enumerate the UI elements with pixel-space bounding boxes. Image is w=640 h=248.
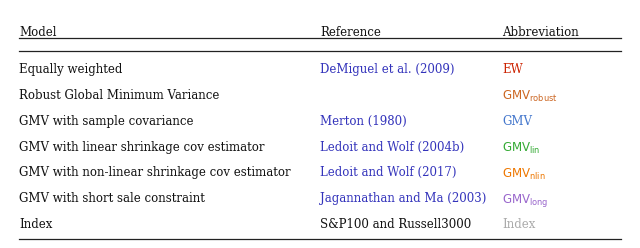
Text: $\mathrm{GMV}_{\mathrm{long}}$: $\mathrm{GMV}_{\mathrm{long}}$	[502, 192, 549, 209]
Text: DeMiguel et al. (2009): DeMiguel et al. (2009)	[320, 63, 454, 76]
Text: Index: Index	[502, 218, 536, 231]
Text: $\mathrm{GMV}_{\mathrm{lin}}$: $\mathrm{GMV}_{\mathrm{lin}}$	[502, 141, 541, 156]
Text: GMV with non-linear shrinkage cov estimator: GMV with non-linear shrinkage cov estima…	[19, 166, 291, 179]
Text: GMV with sample covariance: GMV with sample covariance	[19, 115, 194, 128]
Text: Reference: Reference	[320, 26, 381, 39]
Text: Ledoit and Wolf (2004b): Ledoit and Wolf (2004b)	[320, 141, 464, 154]
Text: $\mathrm{GMV}_{\mathrm{robust}}$: $\mathrm{GMV}_{\mathrm{robust}}$	[502, 89, 558, 104]
Text: Equally weighted: Equally weighted	[19, 63, 123, 76]
Text: Jagannathan and Ma (2003): Jagannathan and Ma (2003)	[320, 192, 486, 205]
Text: Abbreviation: Abbreviation	[502, 26, 579, 39]
Text: Robust Global Minimum Variance: Robust Global Minimum Variance	[19, 89, 220, 102]
Text: GMV with linear shrinkage cov estimator: GMV with linear shrinkage cov estimator	[19, 141, 265, 154]
Text: Index: Index	[19, 218, 52, 231]
Text: Merton (1980): Merton (1980)	[320, 115, 407, 128]
Text: $\mathrm{GMV}_{\mathrm{nlin}}$: $\mathrm{GMV}_{\mathrm{nlin}}$	[502, 166, 546, 182]
Text: Model: Model	[19, 26, 57, 39]
Text: GMV with short sale constraint: GMV with short sale constraint	[19, 192, 205, 205]
Text: Ledoit and Wolf (2017): Ledoit and Wolf (2017)	[320, 166, 456, 179]
Text: S&P100 and Russell3000: S&P100 and Russell3000	[320, 218, 471, 231]
Text: EW: EW	[502, 63, 523, 76]
Text: GMV: GMV	[502, 115, 532, 128]
